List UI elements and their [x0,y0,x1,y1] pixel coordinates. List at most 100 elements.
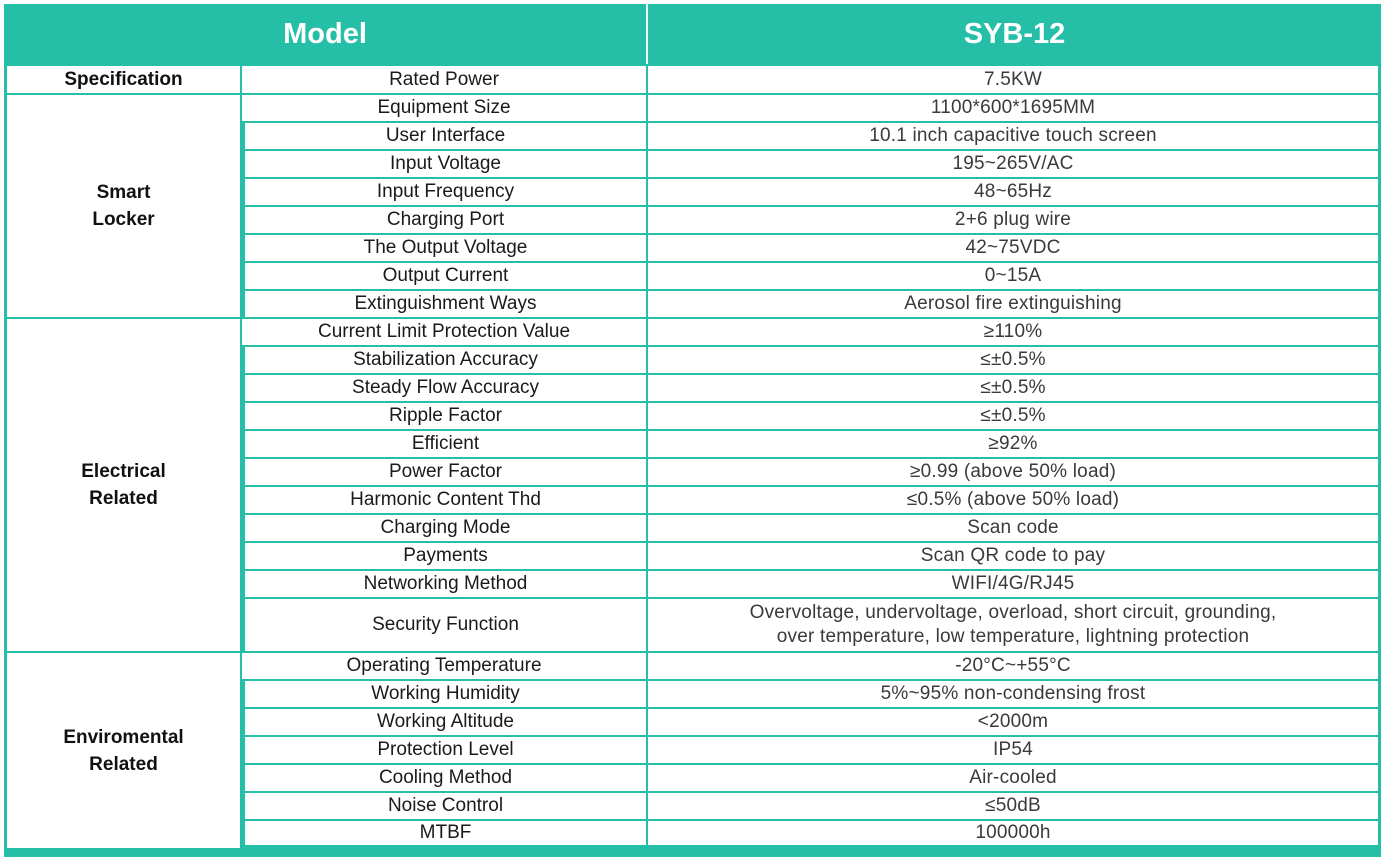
param-value-cell: WIFI/4G/RJ45 [648,569,1381,597]
table-row: Protection Level IP54 [4,735,1381,763]
param-name-cell: Efficient [242,429,648,457]
param-value-cell: ≤±0.5% [648,401,1381,429]
param-name-cell: Working Altitude [242,707,648,735]
param-value-cell: Scan code [648,513,1381,541]
table-row: Ripple Factor ≤±0.5% [4,401,1381,429]
table-row: The Output Voltage 42~75VDC [4,233,1381,261]
table-row: Harmonic Content Thd ≤0.5% (above 50% loa… [4,485,1381,513]
table-row: Extinguishment Ways Aerosol fire extingui… [4,289,1381,317]
param-value-cell: 1100*600*1695MM [648,93,1381,121]
param-value-cell: <2000m [648,707,1381,735]
model-header-label: Model [4,4,648,64]
group-label: Electrical Related [4,317,242,651]
param-name-cell: User Interface [242,121,648,149]
param-name-cell: Output Current [242,261,648,289]
group-label-line: Enviromental [63,726,184,748]
param-name-cell: Harmonic Content Thd [242,485,648,513]
param-name-cell: Operating Temperature [242,651,648,679]
param-value-cell: 7.5KW [648,64,1381,93]
param-value-cell: 5%~95% non-condensing frost [648,679,1381,707]
param-value-line: Overvoltage, undervoltage, overload, sho… [749,602,1277,623]
group-label-line: Related [89,488,158,509]
spec-sheet: Model SYB-12 Specification Rated Power 7.5… [4,4,1381,857]
param-value-cell: Air-cooled [648,763,1381,791]
param-value-cell: Overvoltage, undervoltage, overload, sho… [648,597,1381,651]
param-name-cell: MTBF [242,819,648,848]
param-value-cell: ≥0.99 (above 50% load) [648,457,1381,485]
spec-table: Model SYB-12 Specification Rated Power 7.5… [4,4,1381,848]
param-name-cell: Current Limit Protection Value [242,317,648,345]
table-row: Stabilization Accuracy ≤±0.5% [4,345,1381,373]
param-name-cell: The Output Voltage [242,233,648,261]
table-row: Charging Port 2+6 plug wire [4,205,1381,233]
model-header-value: SYB-12 [648,4,1381,64]
spec-table-body: Specification Rated Power 7.5KW Smart Locker… [4,64,1381,848]
param-value-cell: ≤0.5% (above 50% load) [648,485,1381,513]
param-name-cell: Stabilization Accuracy [242,345,648,373]
param-value-cell: 10.1 inch capacitive touch screen [648,121,1381,149]
table-row: Electrical Related Current Limit Protectio… [4,317,1381,651]
group-label: Smart Locker [4,93,242,317]
param-name-cell: Input Voltage [242,149,648,177]
table-row: Networking Method WIFI/4G/RJ45 [4,569,1381,597]
table-row: Payments Scan QR code to pay [4,541,1381,569]
param-name-cell: Payments [242,541,648,569]
param-name-cell: Networking Method [242,569,648,597]
param-value-cell: ≤±0.5% [648,345,1381,373]
table-row: Input Voltage 195~265V/AC [4,149,1381,177]
param-value-cell: 100000h [648,819,1381,848]
table-row: Working Humidity 5%~95% non-condensing fr… [4,679,1381,707]
param-value-cell: 0~15A [648,261,1381,289]
table-row: Input Frequency 48~65Hz [4,177,1381,205]
table-row: Smart Locker Equipment Size 1100*600*1695MM [4,93,1381,317]
param-name-cell: Ripple Factor [242,401,648,429]
param-value-cell: 48~65Hz [648,177,1381,205]
group-label-line: Smart [96,182,151,203]
param-name-cell: Charging Port [242,205,648,233]
table-row: Working Altitude <2000m [4,707,1381,735]
param-value-cell: 195~265V/AC [648,149,1381,177]
group-label-line: Electrical [81,461,166,482]
table-row: User Interface 10.1 inch capacitive touch… [4,121,1381,149]
table-row: MTBF 100000h [4,819,1381,848]
group-label-line: Specification [64,69,183,90]
param-name-cell: Protection Level [242,735,648,763]
param-value-cell: ≤±0.5% [648,373,1381,401]
table-row: Power Factor ≥0.99 (above 50% load) [4,457,1381,485]
param-name-cell: Cooling Method [242,763,648,791]
param-name-cell: Power Factor [242,457,648,485]
group-label-line: Locker [92,209,155,230]
header-row: Model SYB-12 [4,4,1381,64]
param-name-cell: Equipment Size [242,93,648,121]
param-value-cell: 42~75VDC [648,233,1381,261]
param-name-cell: Working Humidity [242,679,648,707]
param-name-cell: Noise Control [242,791,648,819]
table-row: Cooling Method Air-cooled [4,763,1381,791]
param-value-cell: Scan QR code to pay [648,541,1381,569]
param-value-line: over temperature, low temperature, light… [776,626,1250,647]
param-value-cell: ≥110% [648,317,1381,345]
param-value-cell: 2+6 plug wire [648,205,1381,233]
table-row: Steady Flow Accuracy ≤±0.5% [4,373,1381,401]
param-name-cell: Steady Flow Accuracy [242,373,648,401]
param-name-cell: Extinguishment Ways [242,289,648,317]
param-name-cell: Rated Power [242,64,648,93]
group-label-line: Related [89,753,158,775]
group-label: Enviromental Related [4,651,242,848]
param-name-cell: Security Function [242,597,648,651]
param-value-cell: -20°C~+55°C [648,651,1381,679]
table-row: Specification Rated Power 7.5KW [4,64,1381,93]
table-row: Charging Mode Scan code [4,513,1381,541]
group-label: Specification [4,64,242,93]
table-row: Noise Control ≤50dB [4,791,1381,819]
param-value-cell: Aerosol fire extinguishing [648,289,1381,317]
param-value-cell: ≤50dB [648,791,1381,819]
table-row: Enviromental Related Operating Temperature… [4,651,1381,848]
table-row: Output Current 0~15A [4,261,1381,289]
param-name-cell: Input Frequency [242,177,648,205]
table-row: Efficient ≥92% [4,429,1381,457]
param-name-cell: Charging Mode [242,513,648,541]
param-value-cell: IP54 [648,735,1381,763]
param-value-cell: ≥92% [648,429,1381,457]
table-row: Security Function Overvoltage, undervolta… [4,597,1381,651]
